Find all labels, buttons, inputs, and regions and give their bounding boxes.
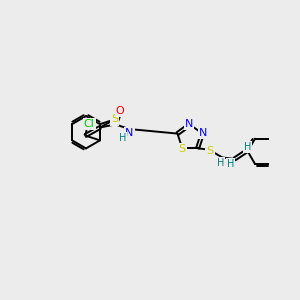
- Text: H: H: [118, 133, 126, 143]
- FancyBboxPatch shape: [178, 146, 187, 152]
- Text: H: H: [227, 159, 234, 170]
- Text: S: S: [206, 146, 214, 156]
- FancyBboxPatch shape: [83, 121, 95, 128]
- Text: H: H: [244, 142, 251, 152]
- FancyBboxPatch shape: [184, 120, 194, 127]
- Text: N: N: [199, 128, 207, 138]
- FancyBboxPatch shape: [116, 108, 124, 115]
- Text: S: S: [111, 114, 118, 124]
- FancyBboxPatch shape: [217, 160, 225, 166]
- Text: Cl: Cl: [84, 119, 94, 129]
- Text: O: O: [116, 106, 124, 116]
- Text: H: H: [217, 158, 224, 168]
- FancyBboxPatch shape: [124, 129, 134, 136]
- FancyBboxPatch shape: [244, 144, 251, 150]
- FancyBboxPatch shape: [110, 116, 119, 123]
- Text: N: N: [125, 128, 134, 138]
- FancyBboxPatch shape: [199, 129, 208, 136]
- Text: N: N: [185, 119, 194, 129]
- FancyBboxPatch shape: [205, 148, 214, 155]
- FancyBboxPatch shape: [118, 135, 126, 141]
- FancyBboxPatch shape: [227, 161, 235, 167]
- Text: S: S: [179, 144, 186, 154]
